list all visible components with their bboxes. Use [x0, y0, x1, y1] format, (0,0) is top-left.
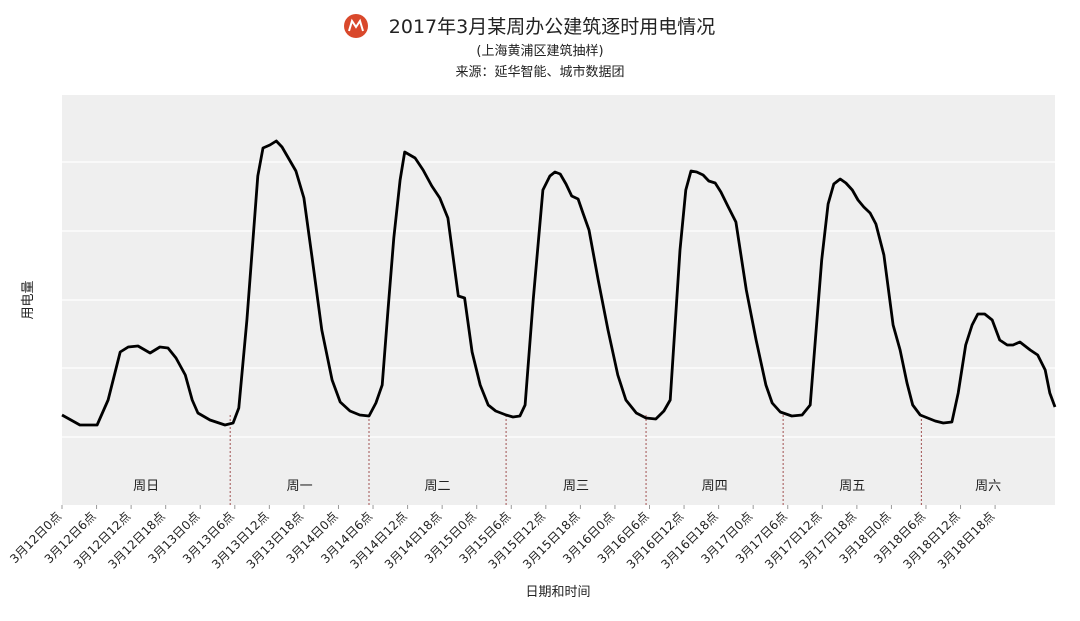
y-axis-label: 用电量	[21, 280, 36, 319]
day-label: 周六	[975, 479, 1001, 494]
chart-subtitle: (上海黄浦区建筑抽样)	[476, 43, 603, 59]
day-label: 周三	[563, 479, 589, 494]
day-label: 周日	[133, 479, 159, 494]
day-label: 周四	[702, 479, 728, 494]
x-axis-label: 日期和时间	[525, 585, 590, 600]
day-label: 周五	[839, 479, 865, 494]
chart-source: 来源：延华智能、城市数据团	[455, 64, 624, 80]
chart-title: 2017年3月某周办公建筑逐时用电情况	[389, 16, 715, 38]
logo	[344, 14, 368, 38]
day-label: 周一	[287, 479, 313, 494]
day-label: 周二	[425, 479, 451, 494]
data-line	[61, 139, 1057, 427]
